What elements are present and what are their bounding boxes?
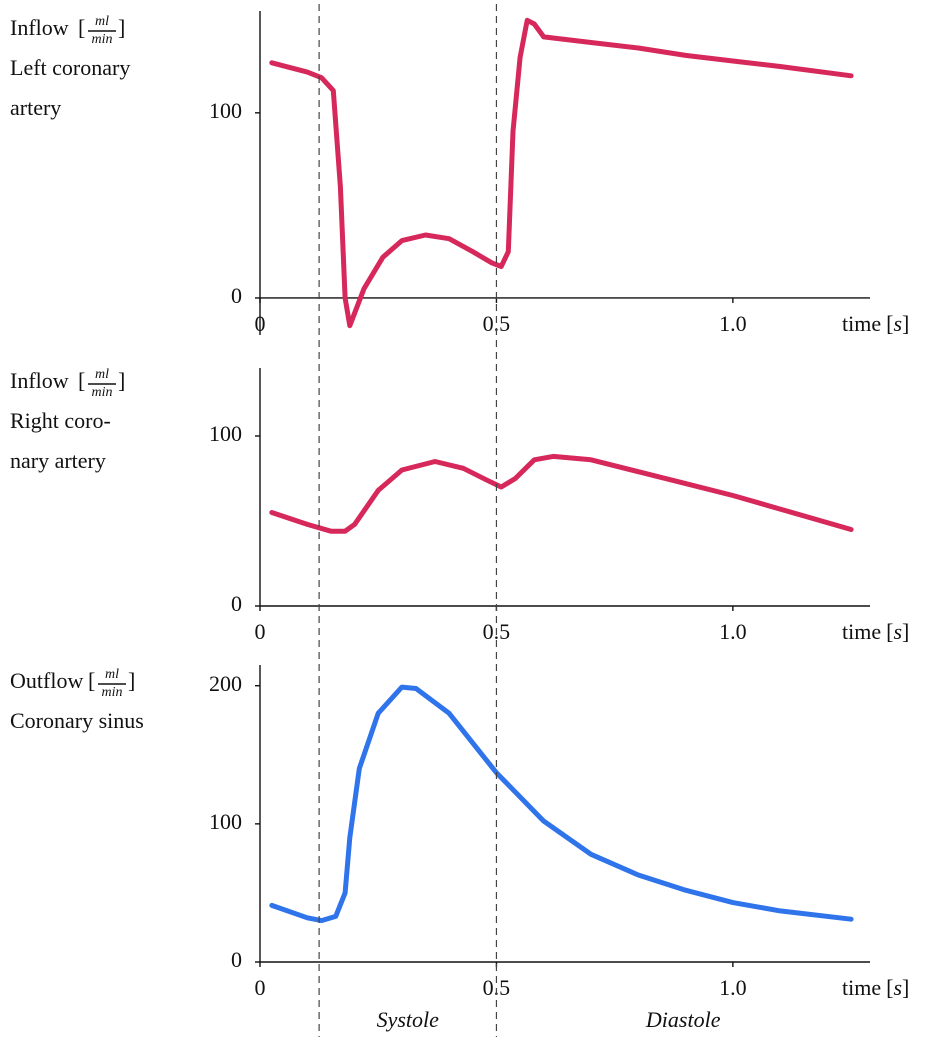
- data-line: [269, 17, 854, 329]
- x-unit: s: [893, 619, 902, 644]
- bracket: [: [78, 368, 85, 393]
- x-tick-label: 0: [255, 311, 266, 336]
- y-tick-label: 0: [231, 591, 242, 616]
- x-label: time [s]: [842, 975, 909, 1000]
- x-label: time [s]: [842, 311, 909, 336]
- bracket: ]: [118, 368, 125, 393]
- unit-numerator: ml: [105, 667, 119, 682]
- x-label-text: time: [842, 311, 881, 336]
- bracket: [: [886, 311, 893, 336]
- x-unit: s: [893, 975, 902, 1000]
- x-tick-label: 0: [255, 619, 266, 644]
- data-line: [269, 684, 854, 924]
- x-tick-label: 0: [255, 975, 266, 1000]
- bracket: ]: [902, 311, 909, 336]
- x-tick-label: 1.0: [719, 311, 747, 336]
- bracket: [: [78, 15, 85, 40]
- unit-denominator: min: [92, 385, 113, 400]
- y-tick-label: 100: [209, 809, 242, 834]
- bracket: [: [88, 668, 95, 693]
- y-label: nary artery: [10, 448, 106, 473]
- bracket: ]: [902, 975, 909, 1000]
- y-tick-label: 100: [209, 98, 242, 123]
- y-label: Inflow: [10, 15, 69, 40]
- y-label: Right coro-: [10, 408, 111, 433]
- y-label: Left coronary: [10, 55, 130, 80]
- x-label: time [s]: [842, 619, 909, 644]
- y-label: Outflow: [10, 668, 83, 693]
- y-label: Coronary sinus: [10, 708, 144, 733]
- y-tick-label: 0: [231, 283, 242, 308]
- bracket: [: [886, 619, 893, 644]
- y-tick-label: 200: [209, 671, 242, 696]
- x-label-text: time: [842, 619, 881, 644]
- unit-denominator: min: [102, 685, 123, 700]
- bracket: ]: [902, 619, 909, 644]
- y-label: artery: [10, 95, 61, 120]
- x-label-text: time: [842, 975, 881, 1000]
- data-line: [269, 453, 854, 534]
- unit-denominator: min: [92, 32, 113, 47]
- y-tick-label: 100: [209, 421, 242, 446]
- phase-label: Systole: [377, 1007, 440, 1032]
- bracket: ]: [118, 15, 125, 40]
- unit-numerator: ml: [95, 367, 109, 382]
- phase-label: Diastole: [645, 1007, 721, 1032]
- y-label: Inflow: [10, 368, 69, 393]
- unit-numerator: ml: [95, 14, 109, 29]
- bracket: ]: [128, 668, 135, 693]
- bracket: [: [886, 975, 893, 1000]
- x-tick-label: 1.0: [719, 975, 747, 1000]
- x-tick-label: 1.0: [719, 619, 747, 644]
- x-unit: s: [893, 311, 902, 336]
- y-tick-label: 0: [231, 947, 242, 972]
